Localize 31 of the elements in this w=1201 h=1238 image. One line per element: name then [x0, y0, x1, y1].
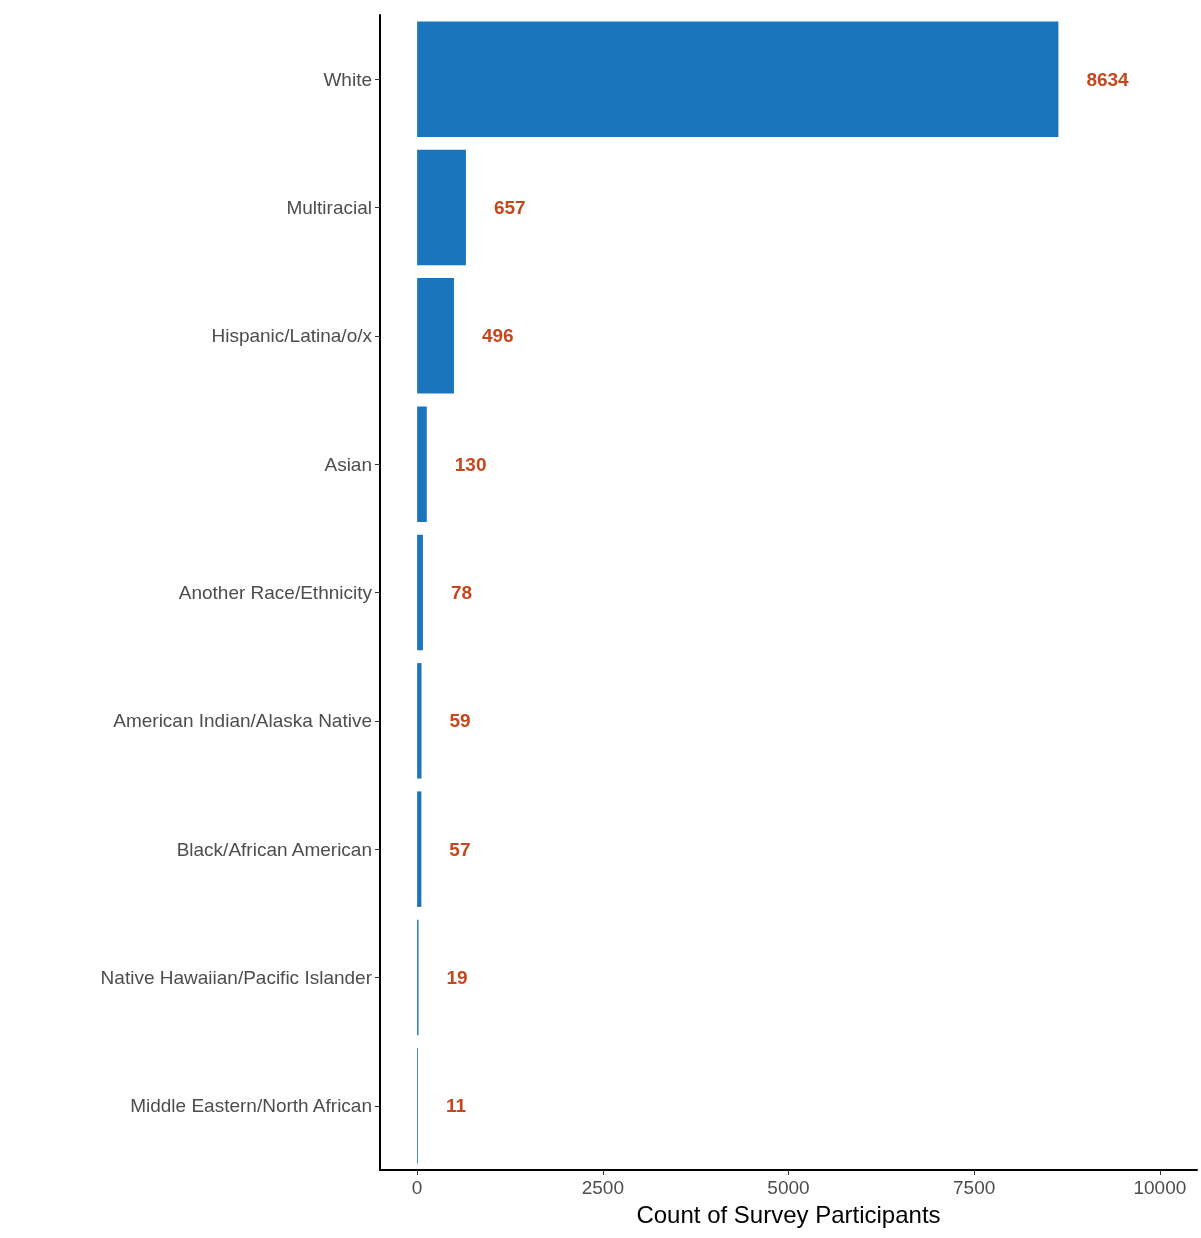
- data-label: 8634: [1086, 68, 1130, 90]
- data-label: 657: [493, 197, 526, 218]
- data-label: 11: [445, 1095, 467, 1117]
- bar: [417, 149, 466, 266]
- x-tick-label: 7500: [953, 1177, 996, 1198]
- data-label: 130: [454, 453, 487, 475]
- y-tick-label: Native Hawaiian/Pacific Islander: [100, 967, 373, 988]
- data-label: 57: [449, 838, 471, 860]
- data-label: 78: [450, 582, 473, 603]
- bar: [417, 534, 423, 651]
- y-tick-label: White: [323, 68, 372, 90]
- y-tick-label: Black/African American: [176, 838, 372, 860]
- data-label: 496: [481, 325, 514, 347]
- y-tick-label: Middle Eastern/North African: [130, 1095, 372, 1117]
- y-tick-label: Another Race/Ethnicity: [178, 582, 373, 603]
- bar: [417, 791, 422, 907]
- bar: [417, 21, 1059, 137]
- x-tick-label: 5000: [767, 1177, 810, 1198]
- x-axis-title: Count of Survey Participants: [636, 1200, 941, 1228]
- data-label: 59: [449, 710, 471, 732]
- y-tick-label: Asian: [324, 453, 372, 475]
- y-tick-label: American Indian/Alaska Native: [113, 710, 372, 732]
- y-tick-label: Hispanic/Latina/o/x: [211, 325, 373, 347]
- x-tick-label: 0: [411, 1177, 423, 1198]
- x-tick-label: 2500: [581, 1177, 624, 1198]
- bar: [417, 406, 427, 522]
- bar: [417, 663, 422, 779]
- x-tick-label: 10000: [1133, 1177, 1187, 1198]
- bar: [417, 278, 454, 394]
- data-label: 19: [446, 967, 468, 988]
- y-tick-label: Multiracial: [286, 197, 372, 218]
